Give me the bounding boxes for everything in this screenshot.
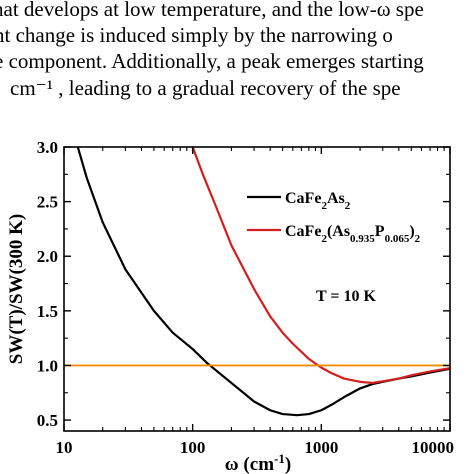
legend-label-2: CaFe2(As0.935P0.065)2 [285, 223, 421, 245]
y-tick-label: 0.5 [37, 411, 58, 430]
y-tick-label: 1.0 [37, 356, 58, 375]
y-tick-label: 2.0 [37, 247, 58, 266]
paper-text-line-3: e component. Additionally, a peak emerge… [0, 49, 424, 73]
x-tick-label: 10000 [412, 438, 455, 457]
paper-text-line-2: nt change is induced simply by the narro… [0, 23, 393, 47]
plot-frame [63, 146, 451, 432]
x-tick-label: 10 [56, 438, 73, 457]
series-line-2 [191, 147, 450, 385]
temperature-annotation: T = 10 K [316, 288, 377, 305]
y-axis-title: SW(T)/SW(300 K) [6, 214, 27, 364]
legend-label-1: CaFe2As2 [285, 190, 351, 212]
y-tick-label: 3.0 [37, 138, 58, 157]
x-axis-title: ω (cm-1) [225, 451, 291, 474]
paper-text-line-1: hat develops at low temperature, and the… [0, 0, 424, 21]
ticks-layer: 10 100 1000 10000 0.5 1.0 1.5 2.0 2.5 3.0 [37, 138, 454, 457]
x-tick-label: 100 [180, 438, 206, 457]
y-tick-label: 2.5 [37, 193, 58, 212]
series-line-1 [76, 147, 450, 417]
x-tick-label: 1000 [304, 438, 338, 457]
y-tick-label: 1.5 [37, 302, 58, 321]
legend: CaFe2As2 CaFe2(As0.935P0.065)2 [247, 190, 421, 245]
paper-text-line-4: cm⁻¹ , leading to a gradual recovery of … [10, 76, 401, 100]
series-layer [76, 147, 450, 417]
paper-text-block: hat develops at low temperature, and the… [0, 0, 474, 108]
